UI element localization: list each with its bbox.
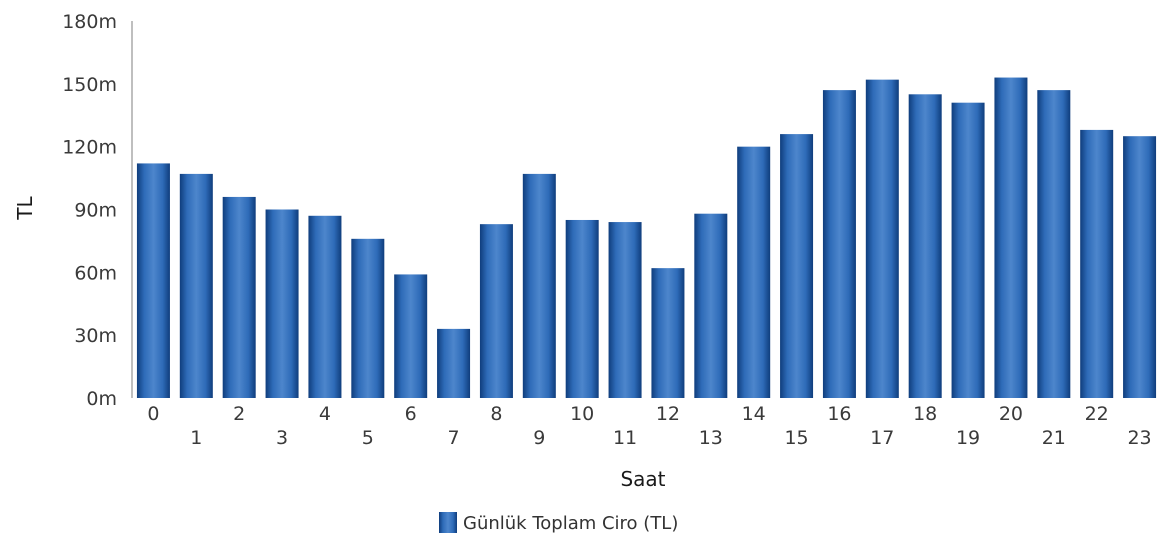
bar[interactable] <box>951 102 985 398</box>
y-tick-label: 60m <box>74 262 117 284</box>
x-tick-label: 20 <box>999 403 1023 425</box>
x-tick-label: 11 <box>613 427 637 449</box>
x-tick-label: 8 <box>490 403 502 425</box>
bar[interactable] <box>1037 90 1071 398</box>
x-tick-label: 13 <box>699 427 723 449</box>
x-tick-label: 15 <box>784 427 808 449</box>
x-tick-label: 4 <box>319 403 331 425</box>
bar[interactable] <box>136 163 170 398</box>
x-tick-label: 21 <box>1042 427 1066 449</box>
y-axis: 0m 30m 60m 90m 120m 150m 180m <box>62 11 133 410</box>
bar[interactable] <box>394 274 428 398</box>
x-tick-label: 5 <box>362 427 374 449</box>
bar[interactable] <box>351 238 385 398</box>
x-tick-label: 7 <box>448 427 460 449</box>
bar[interactable] <box>608 222 642 398</box>
legend-label: Günlük Toplam Ciro (TL) <box>463 513 678 534</box>
x-tick-label: 17 <box>870 427 894 449</box>
y-tick-label: 0m <box>86 388 117 410</box>
bar[interactable] <box>565 219 599 398</box>
bar[interactable] <box>737 146 771 398</box>
y-tick-label: 90m <box>74 200 117 222</box>
bar[interactable] <box>651 268 685 398</box>
y-tick-label: 30m <box>74 325 117 347</box>
x-axis-title: Saat <box>620 467 665 491</box>
bar[interactable] <box>908 94 942 399</box>
x-tick-label: 16 <box>827 403 851 425</box>
x-tick-label: 6 <box>405 403 417 425</box>
x-tick-label: 22 <box>1085 403 1109 425</box>
x-tick-label: 3 <box>276 427 288 449</box>
bar[interactable] <box>865 79 899 399</box>
bar[interactable] <box>1080 129 1114 398</box>
x-tick-label: 2 <box>233 403 245 425</box>
y-tick-label: 180m <box>62 11 117 33</box>
bar[interactable] <box>994 77 1028 399</box>
bars <box>136 77 1157 399</box>
bar[interactable] <box>308 215 342 398</box>
x-tick-label: 12 <box>656 403 680 425</box>
bar[interactable] <box>179 173 213 398</box>
y-axis-title: TL <box>13 195 37 220</box>
bar[interactable] <box>222 196 256 398</box>
x-tick-label: 1 <box>190 427 202 449</box>
legend-swatch <box>439 512 457 533</box>
x-tick-label: 14 <box>742 403 766 425</box>
y-tick-label: 150m <box>62 74 117 96</box>
x-tick-label: 0 <box>147 403 159 425</box>
bar[interactable] <box>822 90 856 398</box>
x-tick-label: 23 <box>1127 427 1151 449</box>
legend[interactable]: Günlük Toplam Ciro (TL) <box>439 512 678 534</box>
x-tick-label: 19 <box>956 427 980 449</box>
x-tick-label: 10 <box>570 403 594 425</box>
bar[interactable] <box>437 328 471 398</box>
bar[interactable] <box>522 173 556 398</box>
x-tick-label: 9 <box>533 427 545 449</box>
bar[interactable] <box>1123 136 1157 398</box>
bar[interactable] <box>694 213 728 398</box>
bar[interactable] <box>265 209 299 399</box>
x-tick-label: 18 <box>913 403 937 425</box>
bar[interactable] <box>780 134 814 398</box>
y-tick-label: 120m <box>62 137 117 159</box>
bar[interactable] <box>479 224 513 398</box>
